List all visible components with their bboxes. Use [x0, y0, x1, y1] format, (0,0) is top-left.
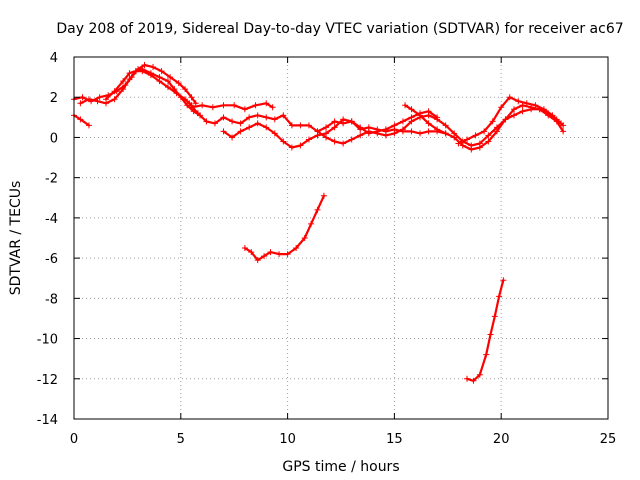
x-tick-label: 10	[279, 432, 296, 447]
data-point-markers	[402, 102, 567, 153]
y-tick-label: -2	[45, 172, 58, 187]
data-series-group	[71, 62, 567, 384]
series-line	[190, 102, 274, 111]
grid-lines	[74, 57, 608, 419]
series-arc-j	[455, 94, 565, 147]
data-point-markers	[314, 106, 567, 149]
axis-ticks: 0 5 10 15 20 25 -14 -12 -10 -8 -6 -4 -2 0 2 4	[37, 51, 617, 447]
series-arc-l	[464, 277, 507, 384]
x-tick-label: 15	[386, 432, 403, 447]
series-arc-g	[220, 108, 441, 151]
y-tick-label: 2	[50, 91, 58, 106]
x-tick-label: 25	[600, 432, 617, 447]
y-tick-label: -14	[37, 413, 58, 428]
y-tick-label: -6	[45, 252, 58, 267]
series-line	[243, 194, 325, 262]
series-line	[79, 67, 202, 117]
series-arc-d	[103, 68, 195, 109]
y-tick-label: 4	[50, 51, 58, 66]
data-point-markers	[103, 68, 195, 109]
series-arc-i	[402, 102, 567, 153]
plot-frame	[73, 56, 609, 420]
x-axis-label: GPS time / hours	[282, 459, 399, 475]
series-line	[316, 108, 565, 147]
series-line	[104, 69, 193, 107]
y-tick-label: -12	[37, 373, 58, 388]
series-arc-c	[77, 66, 204, 119]
series-line	[465, 279, 505, 382]
chart-title: Day 208 of 2019, Sidereal Day-to-day VTE…	[56, 21, 623, 37]
y-tick-label: -8	[45, 292, 58, 307]
series-line	[222, 110, 439, 149]
series-arc-k	[241, 192, 327, 264]
x-tick-label: 5	[177, 432, 185, 447]
series-arc-e	[188, 100, 276, 113]
y-tick-label: -4	[45, 212, 58, 227]
data-point-markers	[455, 94, 565, 147]
x-tick-label: 0	[70, 432, 78, 447]
series-line	[457, 96, 563, 145]
series-line	[72, 114, 91, 127]
series-arc-h	[314, 106, 567, 149]
y-tick-label: 0	[50, 131, 58, 146]
y-tick-label: -10	[37, 333, 58, 348]
data-point-markers	[77, 66, 204, 119]
x-tick-label: 20	[493, 432, 510, 447]
y-axis-label: SDTVAR / TECUs	[8, 181, 24, 296]
data-point-markers	[464, 277, 507, 384]
data-point-markers	[241, 192, 327, 264]
